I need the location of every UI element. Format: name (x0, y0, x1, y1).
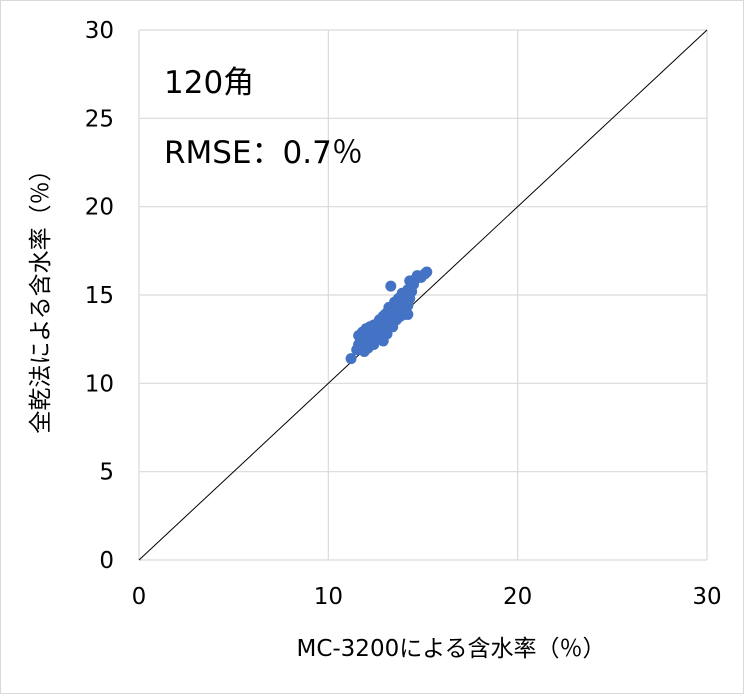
y-tick-label: 25 (85, 106, 114, 132)
reference-line-group (138, 29, 708, 561)
x-axis-label: MC-3200による含水率（％） (296, 636, 605, 662)
data-point (358, 346, 370, 358)
data-point (396, 287, 408, 299)
y-tick-label: 30 (85, 18, 114, 44)
y-axis-label: 全乾法による含水率（％） (28, 158, 54, 433)
y-tick-label: 15 (85, 283, 114, 309)
data-point (390, 296, 402, 308)
x-tick-label: 0 (132, 584, 147, 610)
y-tick-labels: 0 5 10 15 20 25 30 (85, 18, 114, 574)
data-point (345, 353, 357, 365)
x-tick-labels: 0 10 20 30 (132, 584, 722, 610)
x-tick-label: 30 (692, 584, 721, 610)
x-tick-label: 10 (314, 584, 343, 610)
data-points (345, 266, 433, 365)
data-point (373, 319, 385, 331)
x-tick-label: 20 (503, 584, 532, 610)
y-tick-label: 5 (99, 460, 114, 486)
reference-line (138, 29, 708, 561)
rmse-annotation: RMSE：0.7％ (164, 135, 363, 171)
y-tick-label: 10 (85, 371, 114, 397)
data-point (364, 321, 376, 333)
data-point (421, 266, 433, 278)
y-tick-label: 20 (85, 195, 114, 221)
data-point (402, 308, 414, 320)
y-tick-label: 0 (99, 548, 114, 574)
chart-annotation-label: 120角 (164, 65, 254, 101)
data-point (385, 280, 397, 292)
